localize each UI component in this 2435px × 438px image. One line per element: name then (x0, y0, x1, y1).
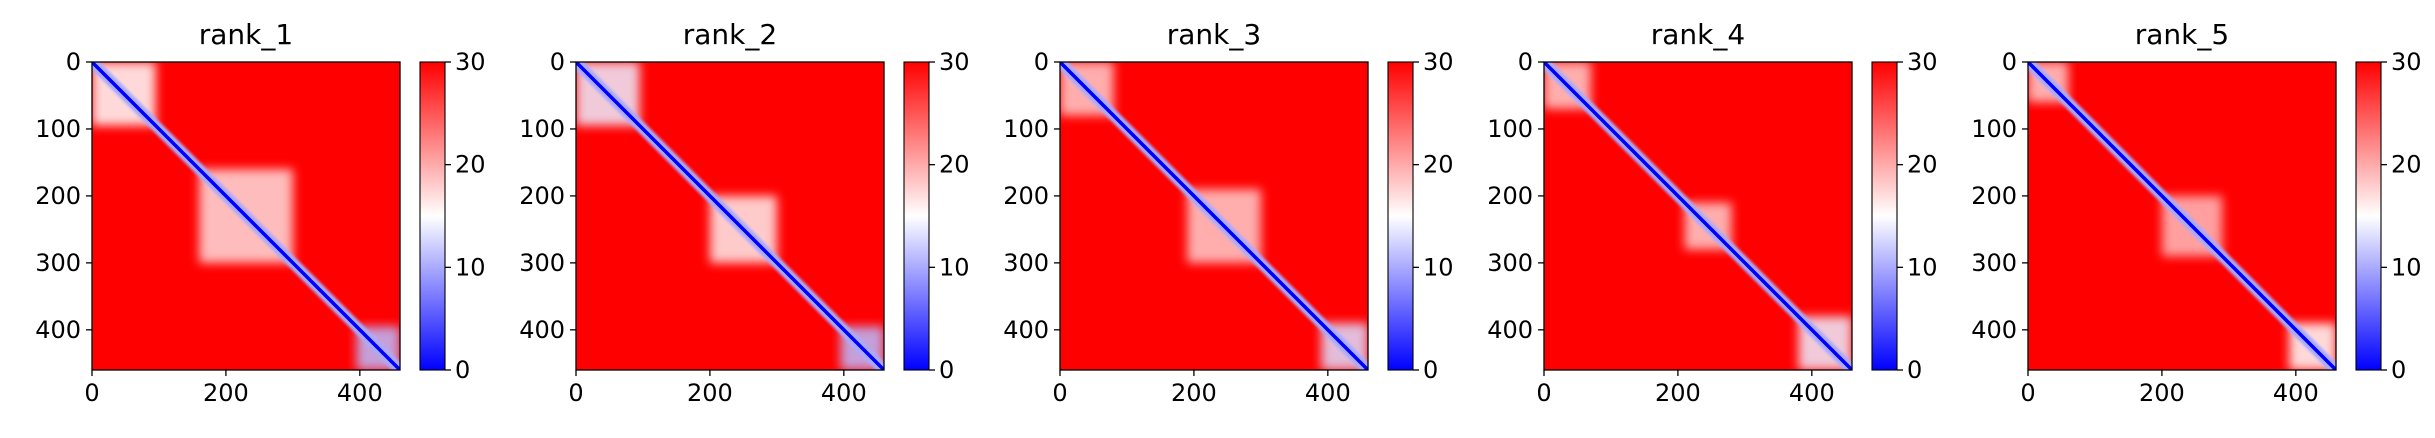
y-tick-label: 0 (550, 48, 565, 76)
colorbar-tick-label: 30 (1907, 48, 1938, 76)
colorbar-tick-label: 10 (1907, 253, 1938, 281)
diagonal-band (1544, 62, 1852, 370)
heatmap-cells (92, 62, 400, 370)
panel-title: rank_1 (199, 18, 293, 51)
heatmap-cells (576, 62, 884, 370)
colorbar (419, 61, 446, 371)
panel-title: rank_3 (1167, 18, 1261, 51)
axes-frame (1059, 61, 1369, 371)
colorbar-tick-label: 20 (455, 151, 486, 179)
heatmap-cells (1544, 62, 1852, 370)
colorbar-tick-label: 0 (1423, 356, 1438, 384)
y-tick-label: 100 (519, 115, 565, 143)
colorbar (2355, 61, 2382, 371)
panel-title: rank_4 (1651, 18, 1745, 51)
colorbar-tick-label: 0 (1907, 356, 1922, 384)
colorbar-tick-label: 10 (939, 253, 970, 281)
x-tick-label: 400 (337, 379, 383, 407)
y-tick-label: 0 (1034, 48, 1049, 76)
y-tick-label: 0 (2002, 48, 2017, 76)
diagonal-band (2028, 62, 2336, 370)
diagonal-band (1060, 62, 1368, 370)
x-tick-label: 0 (568, 379, 583, 407)
y-tick-label: 0 (66, 48, 81, 76)
x-tick-label: 200 (1171, 379, 1217, 407)
axes-frame (91, 61, 401, 371)
y-tick-label: 300 (1971, 249, 2017, 277)
x-tick-label: 400 (821, 379, 867, 407)
heatmap-panel-2: 0 200 400 0 100 200 300 400 rank_2 0 10 20 30 (519, 18, 969, 407)
y-tick-label: 400 (1971, 316, 2017, 344)
heatmap-cells (1060, 62, 1368, 370)
y-tick-label: 400 (1487, 316, 1533, 344)
x-tick-label: 200 (203, 379, 249, 407)
y-tick-label: 300 (1487, 249, 1533, 277)
axes-frame (1543, 61, 1853, 371)
y-tick-label: 400 (35, 316, 81, 344)
y-tick-label: 100 (1487, 115, 1533, 143)
colorbar (1387, 61, 1414, 371)
colorbar-tick-label: 10 (455, 253, 486, 281)
colorbar-tick-label: 30 (939, 48, 970, 76)
colorbar-tick-label: 20 (2391, 151, 2422, 179)
axes-frame (2027, 61, 2337, 371)
panel-title: rank_5 (2135, 18, 2229, 51)
y-tick-label: 0 (1518, 48, 1533, 76)
x-tick-label: 200 (687, 379, 733, 407)
heatmap-cells (2028, 62, 2336, 370)
x-tick-label: 0 (1052, 379, 1067, 407)
y-tick-label: 400 (1003, 316, 1049, 344)
colorbar-tick-label: 0 (939, 356, 954, 384)
colorbar-tick-label: 20 (939, 151, 970, 179)
colorbar-tick-label: 20 (1907, 151, 1938, 179)
colorbar (903, 61, 930, 371)
y-tick-label: 300 (1003, 249, 1049, 277)
y-tick-label: 200 (519, 182, 565, 210)
y-tick-label: 200 (1971, 182, 2017, 210)
axes-frame (575, 61, 885, 371)
heatmap-panel-4: 0 200 400 0 100 200 300 400 rank_4 0 10 20 30 (1487, 18, 1937, 407)
heatmap-panel-3: 0 200 400 0 100 200 300 400 rank_3 0 10 20 30 (1003, 18, 1453, 407)
y-tick-label: 400 (519, 316, 565, 344)
x-tick-label: 200 (2139, 379, 2185, 407)
y-tick-label: 100 (35, 115, 81, 143)
heatmap-panel-5: 0 200 400 0 100 200 300 400 rank_5 0 10 20 30 (1971, 18, 2421, 407)
y-tick-label: 200 (1487, 182, 1533, 210)
colorbar-tick-label: 0 (2391, 356, 2406, 384)
y-tick-label: 200 (1003, 182, 1049, 210)
colorbar-tick-label: 30 (455, 48, 486, 76)
y-tick-label: 100 (1003, 115, 1049, 143)
colorbar-tick-label: 30 (2391, 48, 2422, 76)
y-tick-label: 100 (1971, 115, 2017, 143)
y-tick-label: 200 (35, 182, 81, 210)
colorbar-tick-label: 10 (2391, 253, 2422, 281)
diagonal-band (576, 62, 884, 370)
x-tick-label: 400 (1305, 379, 1351, 407)
panel-title: rank_2 (683, 18, 777, 51)
heatmap-panel-1: 0 200 400 0 100 200 300 400 rank_1 0 10 20 30 (35, 18, 485, 407)
x-tick-label: 400 (1789, 379, 1835, 407)
colorbar-tick-label: 20 (1423, 151, 1454, 179)
x-tick-label: 400 (2273, 379, 2319, 407)
colorbar-tick-label: 10 (1423, 253, 1454, 281)
diagonal-band (92, 62, 400, 370)
x-tick-label: 0 (84, 379, 99, 407)
x-tick-label: 0 (1536, 379, 1551, 407)
y-tick-label: 300 (519, 249, 565, 277)
x-tick-label: 200 (1655, 379, 1701, 407)
colorbar-tick-label: 30 (1423, 48, 1454, 76)
x-tick-label: 0 (2020, 379, 2035, 407)
y-tick-label: 300 (35, 249, 81, 277)
colorbar (1871, 61, 1898, 371)
colorbar-tick-label: 0 (455, 356, 470, 384)
